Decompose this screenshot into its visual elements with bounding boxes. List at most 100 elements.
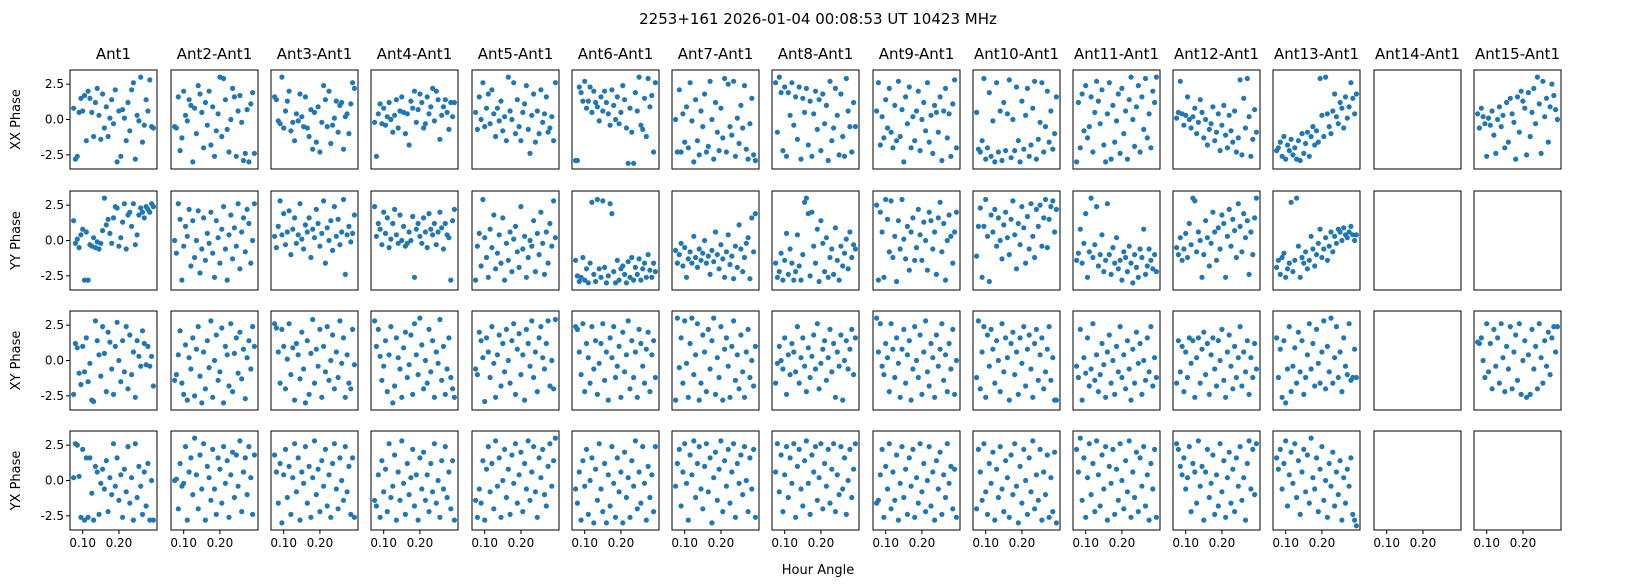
- data-point: [605, 397, 611, 403]
- data-point: [272, 321, 278, 327]
- data-point: [532, 269, 539, 275]
- data-point: [491, 506, 497, 512]
- data-point: [275, 500, 281, 506]
- data-point: [184, 233, 190, 239]
- data-point: [698, 486, 704, 492]
- data-point: [139, 511, 146, 517]
- data-point: [1148, 145, 1154, 151]
- data-point: [222, 480, 228, 486]
- data-point: [603, 99, 610, 106]
- data-point: [431, 441, 437, 447]
- data-point: [612, 280, 619, 286]
- data-point: [913, 245, 920, 251]
- data-point: [1525, 90, 1531, 96]
- data-point: [284, 494, 290, 501]
- data-point: [1206, 391, 1212, 397]
- data-point: [917, 232, 923, 238]
- data-point: [1110, 102, 1116, 108]
- data-point: [805, 142, 811, 148]
- subplot-panel: 2.50.0-2.5: [41, 69, 158, 170]
- data-point: [845, 266, 851, 272]
- data-point: [897, 480, 903, 486]
- data-point: [1514, 94, 1521, 100]
- data-point: [333, 349, 339, 355]
- data-point: [547, 125, 553, 131]
- data-point: [421, 125, 427, 131]
- data-point: [904, 511, 911, 517]
- data-point: [1103, 444, 1109, 450]
- data-point: [386, 99, 392, 106]
- data-point: [413, 352, 419, 358]
- data-point: [1531, 366, 1537, 372]
- data-point: [651, 149, 657, 155]
- subplot-panel: [872, 69, 961, 170]
- data-point: [1317, 75, 1323, 82]
- data-point: [511, 480, 517, 486]
- data-point: [1219, 212, 1225, 218]
- data-point: [1533, 343, 1539, 349]
- data-point: [92, 463, 98, 469]
- data-point: [177, 460, 183, 467]
- data-point: [308, 514, 314, 520]
- data-point: [81, 92, 88, 99]
- data-point: [114, 319, 120, 325]
- data-point: [676, 252, 682, 258]
- data-point: [177, 216, 183, 222]
- data-point: [1152, 446, 1158, 452]
- data-point: [707, 366, 713, 372]
- data-point: [315, 363, 321, 369]
- subplot-panel: 0.10 0.20: [1172, 430, 1261, 550]
- data-point: [875, 277, 882, 283]
- data-point: [136, 118, 142, 124]
- data-point: [923, 128, 929, 134]
- data-point: [1144, 335, 1150, 341]
- data-point: [1112, 391, 1118, 397]
- data-point: [1498, 321, 1504, 327]
- subplot-panel: [1473, 69, 1562, 170]
- data-point: [734, 115, 740, 121]
- y-tick-label: 0.0: [45, 474, 64, 488]
- data-point: [652, 374, 659, 381]
- data-point: [1344, 235, 1350, 241]
- data-point: [1252, 340, 1258, 347]
- data-point: [520, 352, 526, 358]
- data-point: [1088, 492, 1094, 498]
- data-point: [552, 435, 559, 441]
- data-point: [1330, 249, 1336, 255]
- data-point: [150, 204, 156, 210]
- data-point: [641, 380, 648, 386]
- data-point: [518, 372, 524, 378]
- data-point: [603, 520, 610, 526]
- data-point: [852, 246, 859, 252]
- data-point: [408, 475, 414, 481]
- data-point: [711, 259, 717, 265]
- data-point: [80, 226, 86, 232]
- y-tick-label: 2.5: [45, 318, 64, 332]
- data-point: [428, 226, 434, 232]
- data-point: [179, 135, 185, 141]
- data-point: [1333, 114, 1339, 120]
- data-point: [1199, 109, 1205, 115]
- data-point: [598, 340, 604, 347]
- data-point: [149, 353, 155, 359]
- y-tick-label: 0.0: [45, 354, 64, 368]
- data-point: [591, 520, 597, 526]
- data-point: [818, 148, 824, 154]
- data-point: [789, 260, 795, 266]
- data-point: [306, 215, 312, 221]
- data-point: [190, 159, 196, 165]
- data-point: [1228, 128, 1234, 134]
- data-point: [1248, 486, 1254, 492]
- data-point: [1275, 145, 1281, 151]
- data-point: [83, 229, 89, 235]
- data-point: [197, 373, 203, 379]
- data-point: [1277, 346, 1283, 352]
- data-point: [213, 128, 219, 134]
- data-point: [87, 360, 93, 366]
- data-point: [1244, 218, 1250, 224]
- data-point: [722, 346, 728, 352]
- data-point: [840, 133, 846, 140]
- data-point: [687, 340, 693, 347]
- data-point: [691, 372, 697, 378]
- data-point: [1141, 226, 1147, 232]
